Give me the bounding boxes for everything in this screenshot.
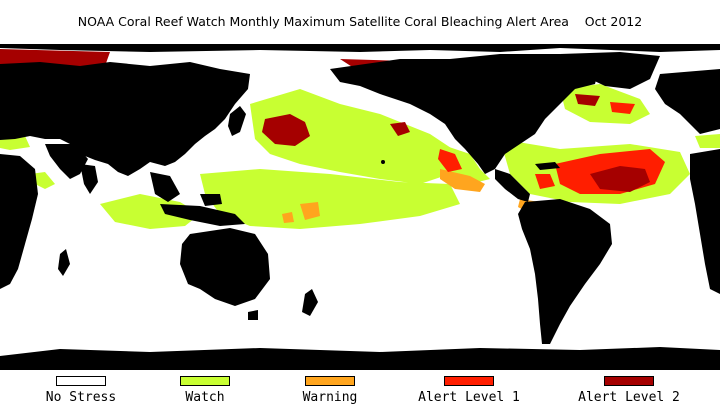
legend-label-no-stress: No Stress <box>45 390 117 405</box>
land-masses <box>0 44 720 370</box>
legend-swatch-warning <box>305 376 355 386</box>
legend-swatch-alert-level-2 <box>604 376 654 386</box>
legend-label-watch: Watch <box>185 390 225 405</box>
world-map <box>0 44 720 370</box>
legend-label-alert-level-1: Alert Level 1 <box>418 390 520 405</box>
legend-swatch-watch <box>180 376 230 386</box>
legend-swatch-no-stress <box>56 376 106 386</box>
map-title: NOAA Coral Reef Watch Monthly Maximum Sa… <box>77 14 643 29</box>
legend-label-warning: Warning <box>302 390 358 405</box>
legend-label-alert-level-2: Alert Level 2 <box>578 390 680 405</box>
bleaching-alert-map <box>0 44 720 370</box>
legend-swatch-alert-level-1 <box>444 376 494 386</box>
